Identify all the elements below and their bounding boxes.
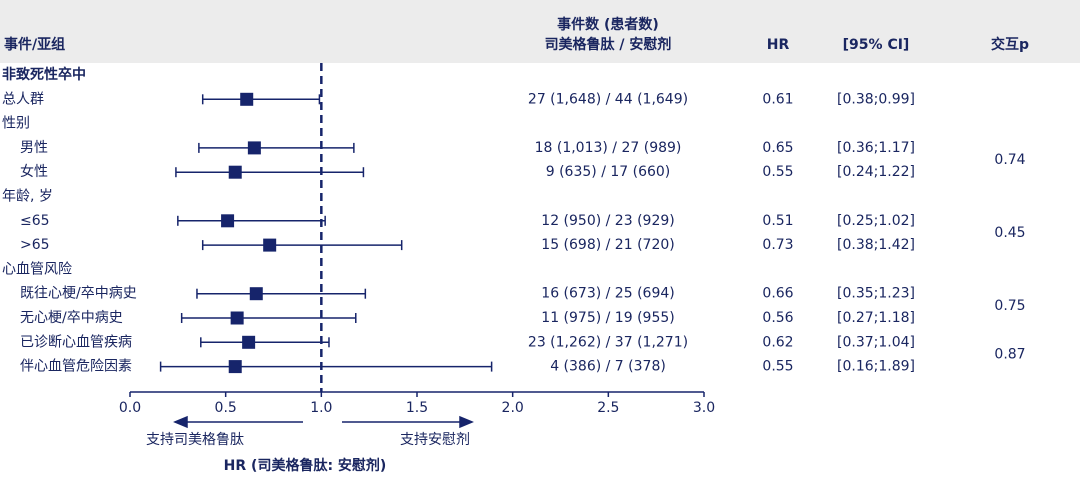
hr-label: 0.65 — [762, 140, 793, 156]
ci-label: [0.35;1.23] — [837, 286, 915, 302]
x-tick-label: 2.0 — [502, 400, 524, 416]
row-label: ≤65 — [20, 213, 50, 229]
ci-label: [0.16;1.89] — [837, 359, 915, 375]
row-label: 男性 — [20, 140, 48, 156]
hr-point — [228, 165, 242, 179]
ci-label: [0.37;1.04] — [837, 334, 915, 350]
header-events-sub: 司美格鲁肽 / 安慰剂 — [545, 36, 672, 53]
row-label: 总人群 — [2, 91, 44, 107]
right-arrow-label: 支持安慰剂 — [400, 431, 470, 448]
row-label: 伴心血管危险因素 — [20, 359, 132, 375]
x-tick-label: 2.5 — [597, 400, 619, 416]
hr-point — [230, 311, 244, 325]
row-label: 性别 — [2, 116, 30, 132]
ci-label: [0.24;1.22] — [837, 164, 915, 180]
interaction-p: 0.87 — [994, 346, 1025, 362]
row-label: >65 — [20, 237, 50, 253]
hr-label: 0.55 — [762, 164, 793, 180]
x-tick-label: 1.0 — [310, 400, 332, 416]
hr-point — [221, 214, 235, 228]
hr-label: 0.55 — [762, 359, 793, 375]
interaction-p: 0.75 — [994, 298, 1025, 314]
hr-point — [247, 141, 261, 155]
interaction-p: 0.74 — [994, 152, 1025, 168]
row-label: 无心梗/卒中病史 — [20, 310, 123, 326]
ci-label: [0.38;0.99] — [837, 91, 915, 107]
row-label: 既往心梗/卒中病史 — [20, 286, 137, 302]
events-label: 23 (1,262) / 37 (1,271) — [528, 334, 688, 350]
hr-point — [228, 360, 242, 374]
hr-point — [240, 92, 254, 106]
ci-label: [0.25;1.02] — [837, 213, 915, 229]
header-ci: [95% CI] — [843, 37, 910, 53]
x-tick-label: 0.5 — [215, 400, 237, 416]
hr-label: 0.56 — [762, 310, 793, 326]
hr-point — [242, 335, 256, 349]
left-arrow-label: 支持司美格鲁肽 — [146, 432, 244, 448]
events-label: 16 (673) / 25 (694) — [541, 286, 674, 302]
row-label: 已诊断心血管疾病 — [20, 334, 132, 350]
x-tick-label: 1.5 — [406, 400, 428, 416]
events-label: 15 (698) / 21 (720) — [541, 237, 674, 253]
hr-label: 0.62 — [762, 334, 793, 350]
ci-label: [0.27;1.18] — [837, 310, 915, 326]
row-label: 年龄, 岁 — [2, 189, 53, 205]
hr-label: 0.66 — [762, 286, 793, 302]
arrow-right-head — [459, 415, 474, 429]
events-label: 9 (635) / 17 (660) — [546, 164, 671, 180]
header-p: 交互p — [991, 36, 1029, 53]
hr-label: 0.73 — [762, 237, 793, 253]
header-subgroup: 事件/亚组 — [4, 36, 65, 53]
hr-label: 0.61 — [762, 91, 793, 107]
row-label: 非致死性卒中 — [2, 66, 86, 83]
header-hr: HR — [767, 37, 790, 53]
hr-point — [263, 238, 277, 252]
arrow-left-head — [173, 415, 188, 429]
header-events: 事件数 (患者数) — [557, 16, 659, 33]
ci-label: [0.36;1.17] — [837, 140, 915, 156]
events-label: 27 (1,648) / 44 (1,649) — [528, 91, 688, 107]
header-band — [0, 0, 1080, 63]
ci-label: [0.38;1.42] — [837, 237, 915, 253]
row-label: 心血管风险 — [2, 261, 72, 277]
interaction-p: 0.45 — [994, 225, 1025, 241]
events-label: 4 (386) / 7 (378) — [550, 359, 666, 375]
x-tick-label: 0.0 — [119, 400, 141, 416]
arrows — [173, 415, 474, 429]
x-axis-title: HR (司美格鲁肽: 安慰剂) — [224, 457, 387, 474]
x-tick-label: 3.0 — [693, 400, 715, 416]
events-label: 12 (950) / 23 (929) — [541, 213, 674, 229]
hr-label: 0.51 — [762, 213, 793, 229]
hr-point — [249, 287, 263, 301]
events-label: 11 (975) / 19 (955) — [541, 310, 674, 326]
events-label: 18 (1,013) / 27 (989) — [535, 140, 682, 156]
row-label: 女性 — [20, 163, 48, 180]
